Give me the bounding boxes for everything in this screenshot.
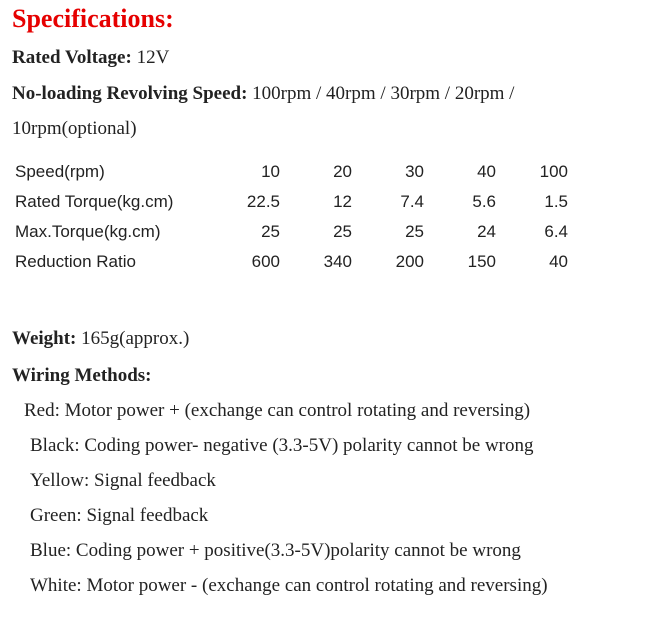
wiring-methods-heading: Wiring Methods:	[12, 364, 152, 388]
no-load-speed-value: 100rpm / 40rpm / 30rpm / 20rpm /	[252, 83, 515, 104]
table-cell: 30	[405, 162, 424, 181]
row-label: Speed(rpm)	[15, 162, 105, 181]
spec-table: Speed(rpm) 10 20 30 40 100 Rated Torque(…	[12, 157, 568, 277]
wiring-methods-label: Wiring Methods:	[12, 365, 152, 386]
table-cell: 100	[539, 162, 568, 181]
weight-line: Weight: 165g(approx.)	[12, 327, 189, 351]
table-cell: 25	[333, 222, 352, 241]
table-cell: 7.4	[400, 192, 424, 211]
table-cell: 6.4	[544, 222, 568, 241]
table-cell: 10	[261, 162, 280, 181]
rated-voltage-line: Rated Voltage: 12V	[12, 46, 169, 70]
no-load-speed-line: No-loading Revolving Speed: 100rpm / 40r…	[12, 82, 514, 106]
table-cell: 40	[549, 252, 568, 271]
no-load-speed-continuation: 10rpm(optional)	[12, 118, 137, 139]
weight-value: 165g(approx.)	[81, 328, 190, 349]
wiring-item-red: Red: Motor power + (exchange can control…	[24, 400, 531, 421]
table-cell: 150	[467, 252, 496, 271]
table-cell: 40	[477, 162, 496, 181]
rated-voltage-value: 12V	[136, 47, 170, 68]
table-cell: 340	[323, 252, 352, 271]
row-label: Max.Torque(kg.cm)	[15, 222, 161, 241]
wiring-item-blue: Blue: Coding power + positive(3.3-5V)pol…	[30, 540, 521, 561]
table-cell: 12	[333, 192, 352, 211]
table-row: Speed(rpm) 10 20 30 40 100	[12, 157, 568, 187]
table-row: Max.Torque(kg.cm) 25 25 25 24 6.4	[12, 217, 568, 247]
table-cell: 600	[251, 252, 280, 271]
wiring-item-yellow: Yellow: Signal feedback	[30, 470, 216, 491]
table-cell: 200	[395, 252, 424, 271]
table-row: Reduction Ratio 600 340 200 150 40	[12, 247, 568, 277]
table-cell: 20	[333, 162, 352, 181]
page-title: Specifications:	[12, 4, 174, 33]
wiring-item-white: White: Motor power - (exchange can contr…	[30, 575, 548, 596]
table-row: Rated Torque(kg.cm) 22.5 12 7.4 5.6 1.5	[12, 187, 568, 217]
table-cell: 5.6	[472, 192, 496, 211]
no-load-speed-label: No-loading Revolving Speed:	[12, 83, 248, 104]
table-cell: 25	[405, 222, 424, 241]
wiring-item-black: Black: Coding power- negative (3.3-5V) p…	[30, 435, 534, 456]
row-label: Reduction Ratio	[15, 252, 136, 271]
weight-label: Weight:	[12, 328, 77, 349]
row-label: Rated Torque(kg.cm)	[15, 192, 174, 211]
table-cell: 25	[261, 222, 280, 241]
rated-voltage-label: Rated Voltage:	[12, 47, 132, 68]
table-cell: 1.5	[544, 192, 568, 211]
wiring-item-green: Green: Signal feedback	[30, 505, 209, 526]
table-cell: 22.5	[246, 192, 280, 211]
table-cell: 24	[477, 222, 496, 241]
